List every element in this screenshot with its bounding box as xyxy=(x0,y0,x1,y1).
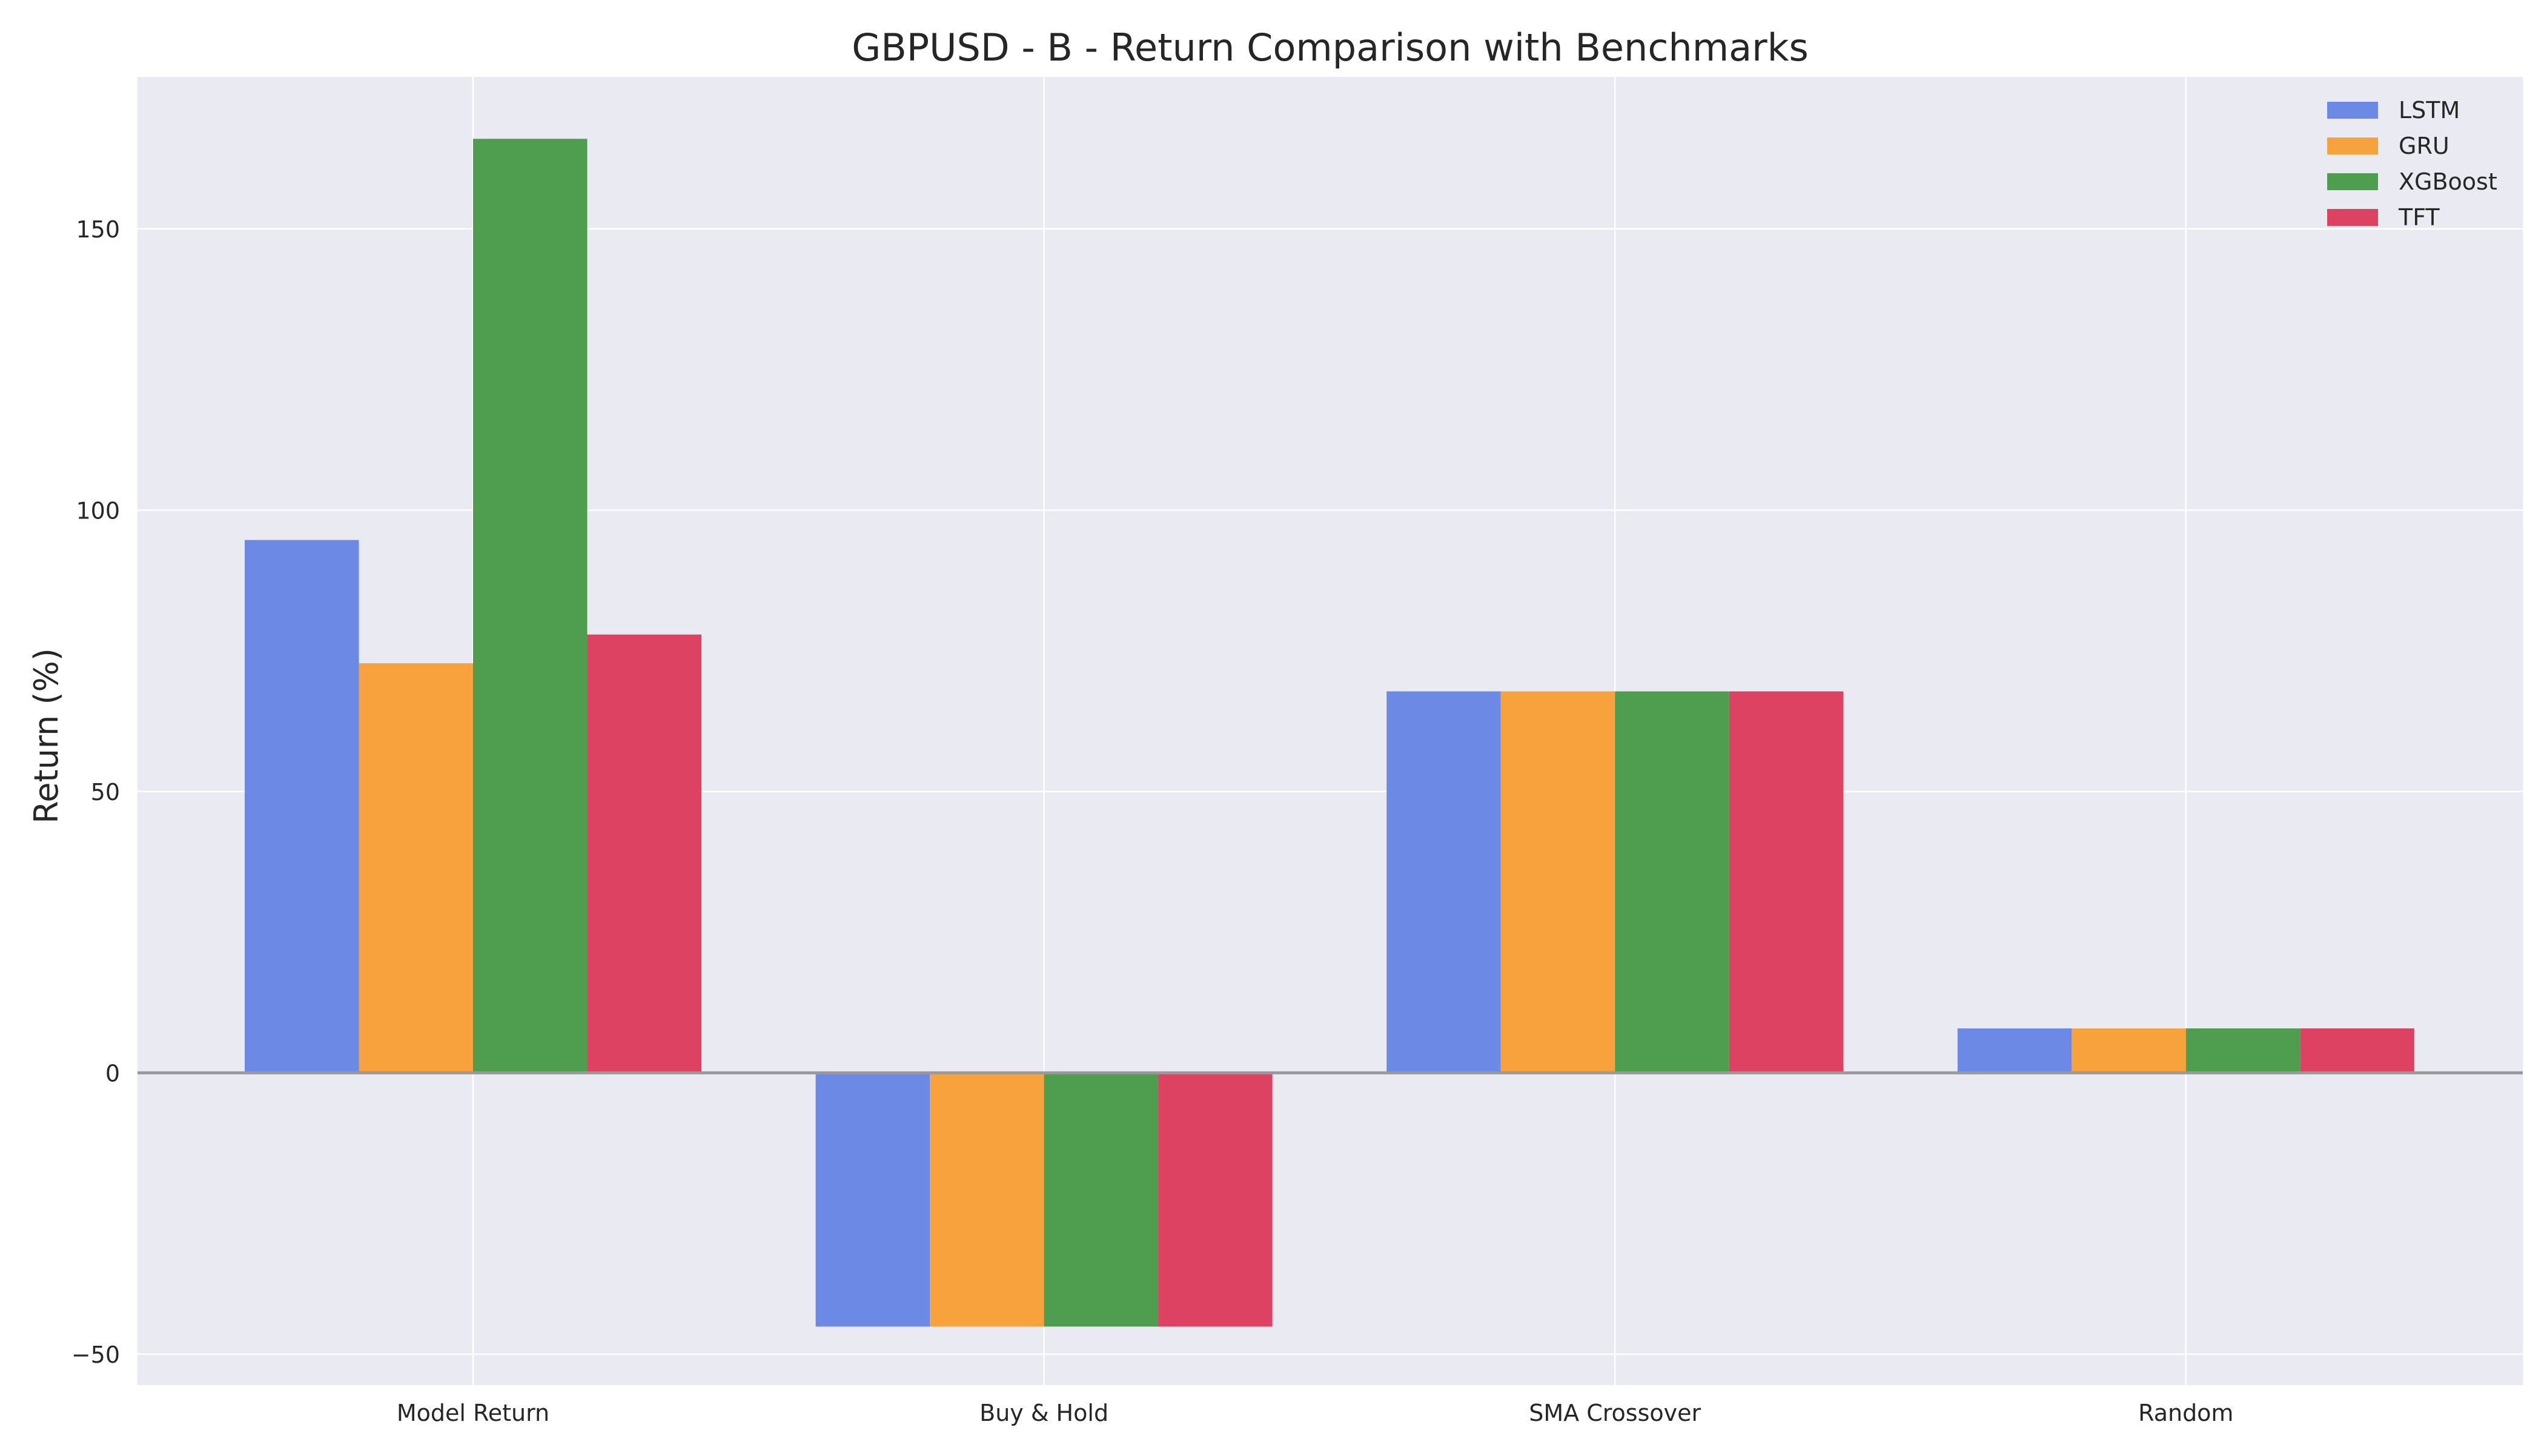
legend-swatch-tft xyxy=(2327,209,2378,226)
y-tick-label: −50 xyxy=(71,1342,120,1368)
bar-gru-1 xyxy=(930,1073,1044,1327)
bar-tft-1 xyxy=(1158,1073,1273,1327)
bar-gru-0 xyxy=(359,663,473,1073)
bar-gru-3 xyxy=(2072,1028,2186,1073)
bar-tft-3 xyxy=(2300,1028,2414,1073)
legend-swatch-xgboost xyxy=(2327,173,2378,190)
bar-xgboost-2 xyxy=(1615,691,1729,1073)
bar-lstm-3 xyxy=(1957,1028,2072,1073)
y-axis-ticks: −50 0 50 100 150 xyxy=(71,216,120,1368)
y-axis-label: Return (%) xyxy=(27,648,65,824)
bar-tft-0 xyxy=(587,634,701,1073)
x-axis-ticks: Model Return Buy & Hold SMA Crossover Rando… xyxy=(397,1400,2234,1426)
bar-xgboost-3 xyxy=(2185,1028,2301,1073)
legend-swatch-gru xyxy=(2327,137,2378,154)
bar-xgboost-0 xyxy=(473,139,588,1073)
bar-lstm-1 xyxy=(815,1073,930,1327)
y-tick-label: 0 xyxy=(105,1060,120,1087)
x-tick-label: Model Return xyxy=(397,1400,549,1426)
legend-label-gru: GRU xyxy=(2399,133,2450,159)
x-tick-label: SMA Crossover xyxy=(1529,1400,1701,1426)
bar-tft-2 xyxy=(1729,691,1844,1073)
chart-title: GBPUSD - B - Return Comparison with Benc… xyxy=(852,25,1809,70)
bar-lstm-2 xyxy=(1386,691,1501,1073)
y-tick-label: 150 xyxy=(76,216,120,243)
bar-xgboost-1 xyxy=(1044,1073,1159,1327)
x-tick-label: Buy & Hold xyxy=(979,1400,1108,1426)
legend-swatch-lstm xyxy=(2327,102,2378,119)
bars xyxy=(245,139,2414,1327)
legend-label-tft: TFT xyxy=(2398,204,2440,231)
legend-label-xgboost: XGBoost xyxy=(2399,168,2497,195)
y-tick-label: 100 xyxy=(76,497,120,524)
legend: LSTM GRU XGBoost TFT xyxy=(2327,97,2497,231)
bar-lstm-0 xyxy=(245,540,359,1073)
bar-gru-2 xyxy=(1500,691,1615,1073)
x-tick-label: Random xyxy=(2138,1400,2233,1426)
y-tick-label: 50 xyxy=(91,779,120,806)
legend-label-lstm: LSTM xyxy=(2399,97,2460,124)
